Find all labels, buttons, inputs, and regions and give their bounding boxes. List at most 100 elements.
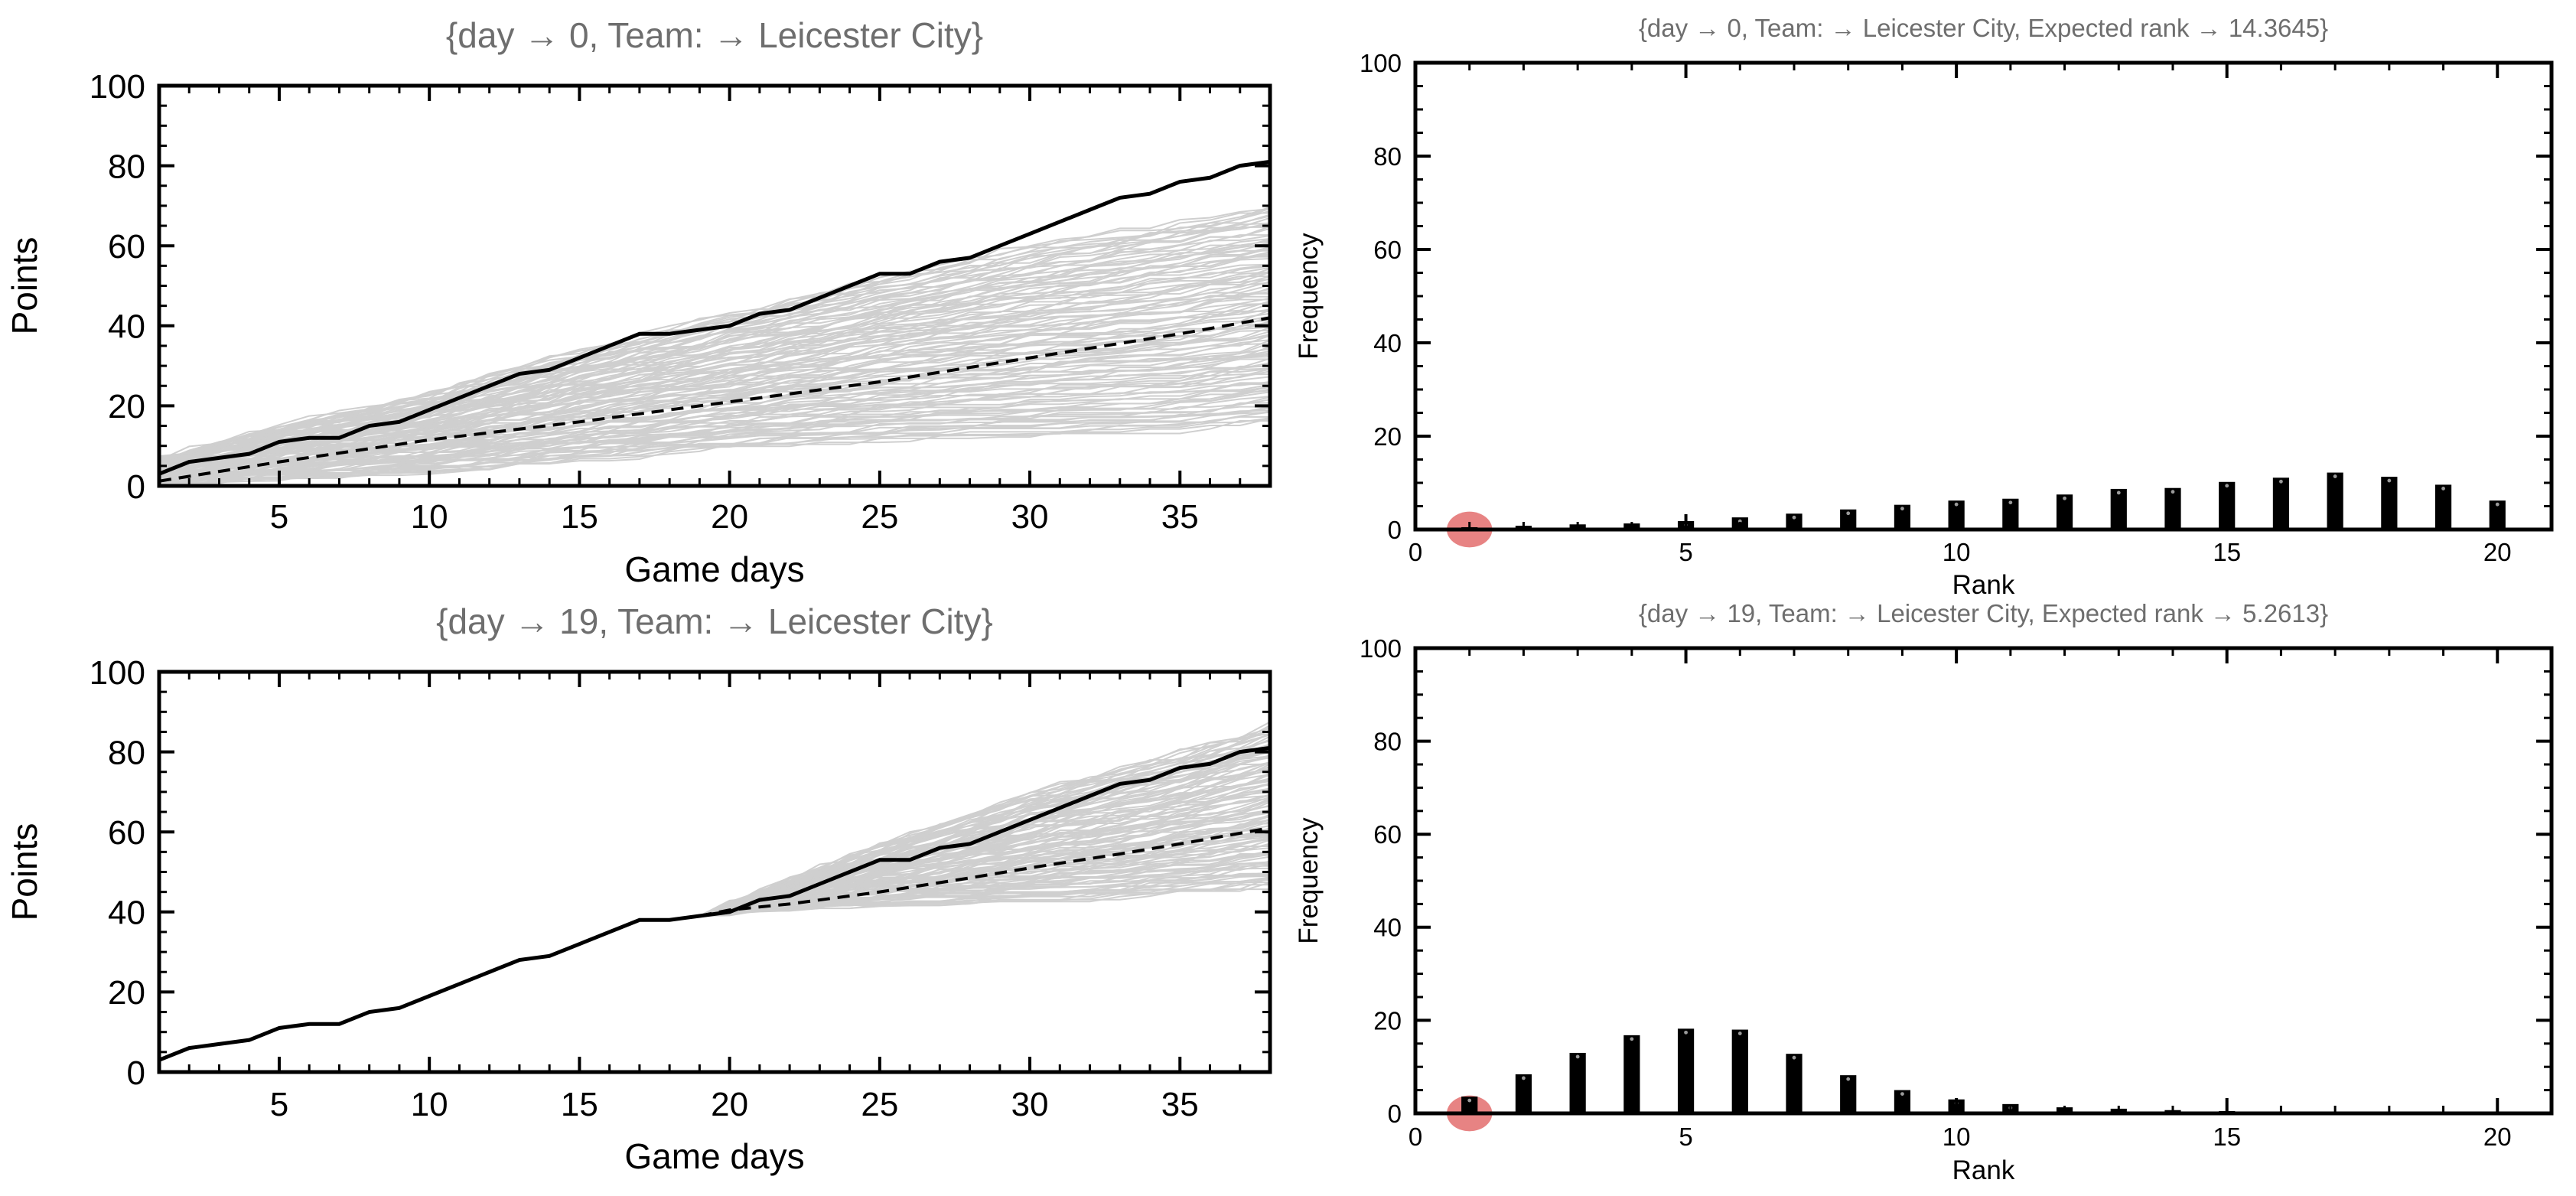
y-tick-label: 40 <box>1373 914 1402 942</box>
bar-top-marker <box>1630 1037 1634 1041</box>
x-tick-label: 10 <box>411 498 448 536</box>
rank-bar <box>1569 1052 1586 1113</box>
x-tick-label: 0 <box>1408 538 1422 566</box>
rank-bar <box>2056 494 2073 530</box>
rank-bar <box>1677 1028 1695 1113</box>
simulated-season-line <box>699 721 1270 917</box>
simulated-season-line <box>159 315 1270 474</box>
rank-bar <box>2110 488 2127 530</box>
rank-bar <box>1461 1097 1478 1113</box>
y-tick-label: 100 <box>1360 49 1402 77</box>
rank-bar <box>2002 498 2019 530</box>
rank-bar <box>1840 1075 1857 1113</box>
x-tick-label: 5 <box>270 498 288 536</box>
y-tick-label: 100 <box>1360 634 1402 663</box>
x-tick-label: 15 <box>561 498 598 536</box>
y-tick-label: 0 <box>1388 516 1402 544</box>
bar-top-marker <box>2387 478 2392 483</box>
simulated-season-line <box>159 278 1270 468</box>
y-tick-label: 60 <box>1373 236 1402 264</box>
x-tick-label: 10 <box>411 1086 448 1123</box>
rank-bar <box>1731 1029 1748 1113</box>
y-tick-label: 20 <box>1373 1006 1402 1035</box>
x-tick-label: 20 <box>2483 538 2512 566</box>
rank-bar <box>2381 477 2398 530</box>
y-tick-label: 0 <box>1388 1100 1402 1128</box>
histogram-bars <box>1461 472 2506 530</box>
rank-bar <box>1623 1035 1640 1113</box>
bar-top-marker <box>2225 484 2229 488</box>
y-tick-label: 100 <box>90 68 145 106</box>
x-tick-label: 25 <box>861 1086 898 1123</box>
y-axis-label: Frequency <box>1294 817 1324 944</box>
bar-top-marker <box>2495 502 2499 507</box>
simulated-season-line <box>159 312 1270 469</box>
y-tick-label: 60 <box>108 814 145 852</box>
x-axis-label: Rank <box>1952 570 2015 600</box>
bar-top-marker <box>1522 1076 1526 1080</box>
x-tick-label: 35 <box>1161 498 1199 536</box>
bar-top-marker <box>1900 1092 1904 1096</box>
simulated-season-line <box>699 852 1270 917</box>
actual-points-line <box>159 159 1270 476</box>
x-tick-label: 35 <box>1161 1086 1199 1123</box>
rank-bar <box>1786 1054 1803 1113</box>
rank-bar <box>2219 481 2236 530</box>
bar-top-marker <box>2116 490 2121 495</box>
rank-bar <box>2164 487 2181 530</box>
simulated-season-line <box>699 845 1270 917</box>
bar-top-marker <box>1792 515 1796 520</box>
simulated-season-line <box>159 243 1270 464</box>
x-axis-label: Rank <box>1952 1155 2015 1185</box>
chart-title: {day → 0, Team: → Leicester City} <box>446 15 983 55</box>
y-tick-label: 80 <box>1373 727 1402 755</box>
y-tick-label: 80 <box>1373 142 1402 171</box>
bar-top-marker <box>2008 500 2013 505</box>
bar-top-marker <box>2333 474 2337 478</box>
chart-title: {day → 19, Team: → Leicester City} <box>436 601 993 641</box>
rank-bar <box>2434 484 2452 530</box>
simulated-season-line <box>159 212 1270 461</box>
bar-top-marker <box>2441 487 2445 490</box>
bar-top-marker <box>1467 1098 1472 1103</box>
simulated-season-line <box>159 310 1270 473</box>
plot-area <box>159 721 1270 1062</box>
x-tick-label: 15 <box>561 1086 598 1123</box>
simulated-season-line <box>159 350 1270 478</box>
simulated-season-line <box>159 292 1270 474</box>
rank-bar <box>1840 509 1857 530</box>
plot-area <box>159 159 1270 486</box>
histogram-bars <box>1461 1028 2236 1113</box>
plot-frame <box>1413 646 2554 1116</box>
rank-bar <box>2272 477 2290 530</box>
simulated-season-line <box>159 383 1270 485</box>
rank-bar <box>1894 1090 1911 1113</box>
x-tick-label: 15 <box>2213 538 2241 566</box>
bar-top-marker <box>1792 1055 1796 1060</box>
rank-histogram-day-0: {day → 0, Team: → Leicester City, Expect… <box>1294 14 2554 600</box>
bar-top-marker <box>1900 507 1904 511</box>
y-tick-label: 60 <box>1373 820 1402 849</box>
y-axis-label: Points <box>5 823 44 921</box>
y-tick-label: 80 <box>108 734 145 771</box>
points-chart-day-19: {day → 19, Team: → Leicester City} 5 10 15 2… <box>5 601 1272 1176</box>
x-tick-label: 20 <box>2483 1123 2512 1151</box>
rank-bar <box>1786 513 1803 530</box>
x-tick-label: 20 <box>711 498 748 536</box>
x-tick-label: 10 <box>1943 538 1971 566</box>
bar-top-marker <box>2063 496 2066 500</box>
expected-points-line <box>699 826 1270 917</box>
y-tick-label: 60 <box>108 228 145 266</box>
points-chart-day-0: {day → 0, Team: → Leicester City} 5 10 15 20… <box>5 15 1272 589</box>
simulated-trajectories <box>699 721 1270 917</box>
rank-bar <box>2327 472 2343 530</box>
y-tick-label: 40 <box>108 308 145 346</box>
x-axis-label: Game days <box>624 1136 804 1176</box>
simulated-season-line <box>699 872 1270 917</box>
simulated-season-line <box>159 210 1270 459</box>
simulated-season-line <box>699 729 1270 917</box>
simulated-season-line <box>159 207 1270 464</box>
bar-top-marker <box>1737 1031 1742 1035</box>
actual-points-line <box>159 745 1270 1062</box>
